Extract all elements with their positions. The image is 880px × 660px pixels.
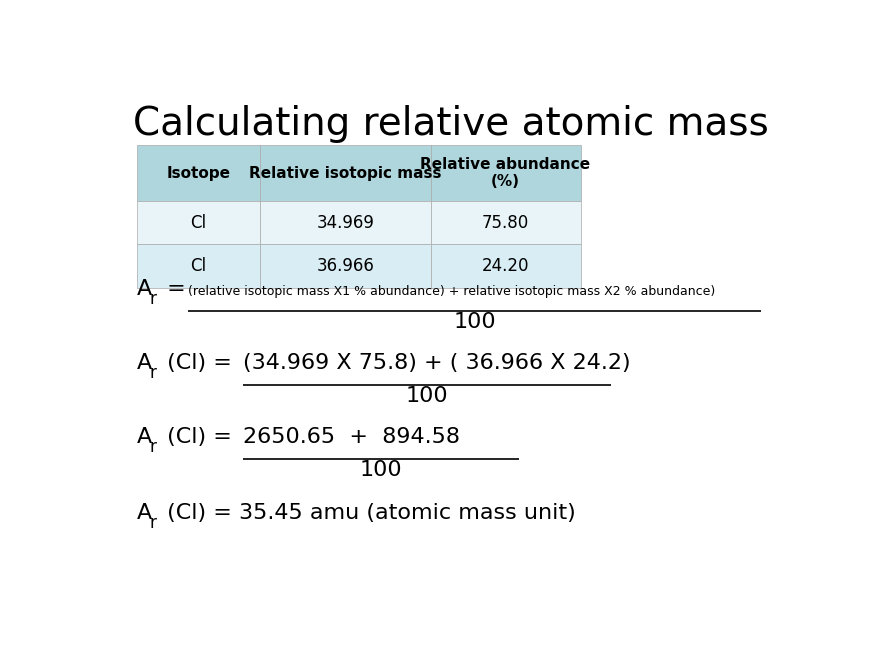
- Text: A: A: [137, 353, 152, 373]
- Text: r: r: [150, 364, 157, 382]
- Text: r: r: [150, 290, 157, 308]
- FancyBboxPatch shape: [260, 244, 430, 288]
- Text: 24.20: 24.20: [482, 257, 529, 275]
- FancyBboxPatch shape: [430, 201, 581, 244]
- Text: 100: 100: [453, 312, 496, 332]
- Text: 75.80: 75.80: [482, 214, 529, 232]
- FancyBboxPatch shape: [137, 244, 260, 288]
- Text: 100: 100: [406, 386, 449, 406]
- Text: Calculating relative atomic mass: Calculating relative atomic mass: [133, 105, 769, 143]
- Text: Cl: Cl: [191, 214, 207, 232]
- FancyBboxPatch shape: [137, 145, 260, 201]
- Text: (Cl) =: (Cl) =: [160, 353, 238, 373]
- Text: (Cl) =: (Cl) =: [160, 426, 238, 447]
- Text: 34.969: 34.969: [316, 214, 374, 232]
- Text: 2650.65  +  894.58: 2650.65 + 894.58: [243, 426, 460, 447]
- Text: =: =: [160, 279, 193, 299]
- FancyBboxPatch shape: [260, 201, 430, 244]
- FancyBboxPatch shape: [430, 244, 581, 288]
- Text: (relative isotopic mass X1 % abundance) + relative isotopic mass X2 % abundance): (relative isotopic mass X1 % abundance) …: [188, 285, 715, 298]
- Text: Relative isotopic mass: Relative isotopic mass: [249, 166, 442, 181]
- Text: Relative abundance
(%): Relative abundance (%): [421, 157, 590, 189]
- Text: 36.966: 36.966: [316, 257, 374, 275]
- Text: r: r: [150, 438, 157, 455]
- Text: A: A: [137, 503, 152, 523]
- Text: 100: 100: [359, 459, 402, 480]
- Text: Cl: Cl: [191, 257, 207, 275]
- FancyBboxPatch shape: [137, 201, 260, 244]
- Text: (Cl) = 35.45 amu (atomic mass unit): (Cl) = 35.45 amu (atomic mass unit): [160, 503, 576, 523]
- FancyBboxPatch shape: [430, 145, 581, 201]
- Text: Isotope: Isotope: [166, 166, 231, 181]
- Text: A: A: [137, 426, 152, 447]
- Text: r: r: [150, 514, 157, 532]
- Text: A: A: [137, 279, 152, 299]
- Text: (34.969 X 75.8) + ( 36.966 X 24.2): (34.969 X 75.8) + ( 36.966 X 24.2): [243, 353, 631, 373]
- FancyBboxPatch shape: [260, 145, 430, 201]
